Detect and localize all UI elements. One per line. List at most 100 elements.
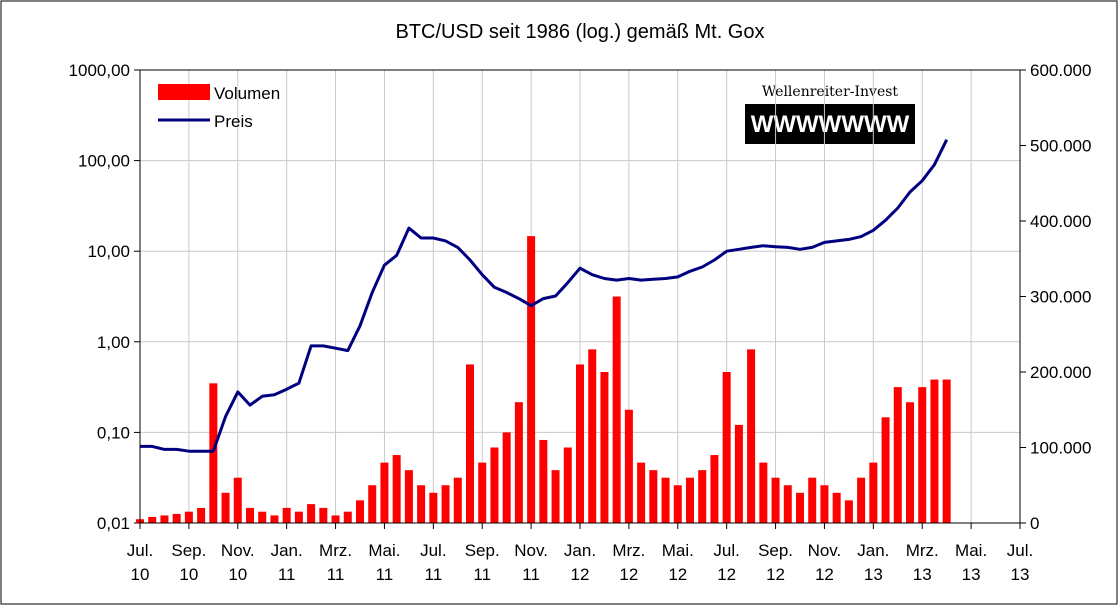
volume-bar	[649, 470, 658, 523]
volume-bar	[417, 485, 426, 523]
volume-bar	[783, 485, 792, 523]
x-tick-label: Nov. 12	[808, 541, 842, 584]
y2-tick-label: 300.000	[1030, 288, 1091, 307]
y2-tick-label: 500.000	[1030, 137, 1091, 156]
watermark: Wellenreiter-Invest	[762, 84, 899, 100]
volume-bar	[612, 296, 621, 523]
y2-tick-label: 400.000	[1030, 212, 1091, 231]
volume-bar	[282, 507, 291, 523]
volume-bar	[258, 511, 267, 523]
x-tick-label: Sep. 11	[465, 541, 500, 584]
x-tick-label: Mrz. 13	[906, 541, 939, 584]
volume-bar	[356, 500, 364, 523]
volume-bar	[368, 485, 377, 523]
volume-bar	[331, 515, 340, 523]
volume-bar	[172, 513, 181, 523]
volume-bar	[209, 383, 218, 523]
volume-bar	[294, 511, 303, 523]
logo-box	[745, 104, 915, 144]
volume-bar	[710, 455, 719, 523]
volume-bar	[918, 387, 927, 523]
x-tick-label: Mrz. 12	[612, 541, 645, 584]
x-tick-label: Jul. 13	[1007, 541, 1033, 584]
volume-bar	[734, 424, 743, 523]
y-tick-label: 100,00	[78, 152, 130, 171]
x-tick-label: Mai. 13	[955, 541, 987, 584]
legend-swatch	[158, 84, 210, 100]
volume-bar	[246, 507, 254, 523]
price-line	[140, 139, 949, 453]
volume-bar	[747, 349, 756, 523]
volume-bar	[270, 515, 279, 523]
volume-bar	[392, 455, 401, 523]
volume-bar	[661, 477, 670, 523]
volume-bar	[478, 462, 487, 523]
x-tick-label: Nov. 10	[221, 541, 255, 584]
volume-bar	[759, 462, 768, 523]
volume-bar	[930, 379, 939, 523]
volume-bar	[502, 432, 511, 523]
x-tick-label: Mai. 11	[368, 541, 400, 584]
y2-tick-label: 200.000	[1030, 363, 1091, 382]
volume-bar	[722, 372, 731, 523]
volume-bar	[832, 492, 841, 523]
volume-bar	[563, 447, 572, 523]
volume-bar	[490, 447, 499, 523]
x-tick-label: Sep. 10	[171, 541, 206, 584]
volume-bar	[808, 477, 817, 523]
volume-bar	[624, 409, 633, 523]
plot-frame	[139, 69, 1021, 524]
x-tick-label: Jan. 13	[857, 541, 889, 584]
volume-bar	[906, 402, 914, 523]
y2-tick-label: 600.000	[1030, 61, 1091, 80]
volume-bar	[453, 477, 462, 523]
volume-bar	[466, 364, 474, 523]
volume-bar	[319, 507, 328, 523]
volume-bar	[380, 462, 389, 523]
y2-tick-label: 0	[1030, 514, 1039, 533]
legend-label: Preis	[214, 112, 253, 131]
x-tick-label: Mrz. 11	[319, 541, 352, 584]
volume-bar	[527, 236, 536, 523]
volume-bar	[600, 372, 609, 523]
volume-bar	[160, 515, 169, 523]
volume-bar	[148, 516, 157, 523]
volume-bar	[441, 485, 450, 523]
volume-bar	[881, 417, 890, 523]
volume-bar	[576, 364, 584, 523]
volume-bar	[820, 485, 829, 523]
volume-bar	[184, 511, 193, 523]
volume-bar	[942, 379, 951, 523]
x-tick-label: Jul. 10	[127, 541, 153, 584]
legend-label: Volumen	[214, 84, 280, 103]
volume-bar	[221, 492, 230, 523]
x-tick-label: Jan. 11	[271, 541, 303, 584]
volume-bar	[673, 485, 682, 523]
volume-bar	[343, 511, 352, 523]
volume-bar	[844, 500, 853, 523]
volume-bar	[307, 504, 316, 523]
volume-bar	[429, 492, 438, 523]
volume-bar	[539, 439, 548, 523]
x-tick-label: Sep. 12	[758, 541, 793, 584]
x-tick-label: Jan. 12	[564, 541, 596, 584]
volume-bar	[233, 477, 242, 523]
volume-bar	[637, 462, 646, 523]
logo: WWWWWWW	[751, 111, 910, 138]
volume-bar	[514, 402, 523, 523]
y-tick-label: 10,00	[87, 242, 130, 261]
y-tick-label: 1,00	[97, 333, 130, 352]
volume-bar	[771, 477, 780, 523]
y2-tick-label: 100.000	[1030, 439, 1091, 458]
volume-bar	[869, 462, 878, 523]
volume-bar	[893, 387, 902, 523]
volume-bar	[698, 470, 707, 523]
y-tick-label: 1000,00	[69, 61, 130, 80]
volume-bar	[404, 470, 413, 523]
y-tick-label: 0,01	[97, 514, 130, 533]
volume-bar	[197, 507, 206, 523]
x-tick-label: Nov. 11	[514, 541, 548, 584]
volume-bar	[857, 477, 866, 523]
